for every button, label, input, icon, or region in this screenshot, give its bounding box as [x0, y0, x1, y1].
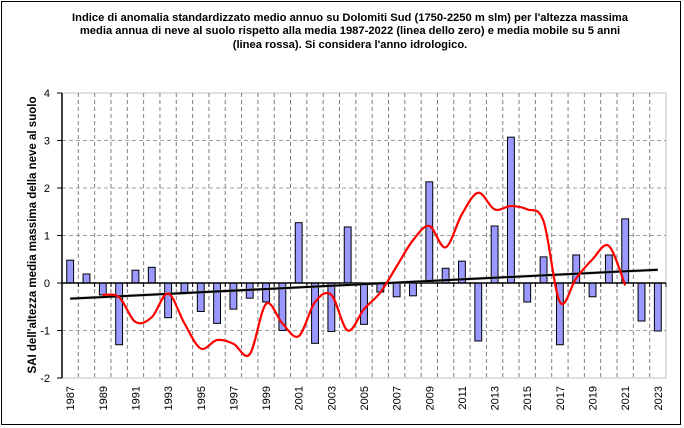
- bar-2002: [311, 282, 319, 344]
- x-tick-label-1993: 1993: [163, 386, 175, 410]
- bar-2004: [343, 226, 352, 284]
- bar-2009: [425, 181, 434, 284]
- x-tick-label-2011: 2011: [457, 386, 469, 410]
- title-line-1: Indice di anomalia standardizzato medio …: [72, 12, 628, 24]
- bar-1994: [180, 282, 189, 293]
- bar-1988: [82, 273, 91, 284]
- bar-2014: [506, 136, 515, 284]
- x-tick-label-2001: 2001: [294, 386, 306, 410]
- x-tick-label-1999: 1999: [261, 386, 273, 410]
- y-tick-label: 1: [44, 231, 50, 243]
- moving-average-line: [102, 191, 627, 357]
- bar-2019: [588, 282, 597, 298]
- x-tick-label-2019: 2019: [588, 386, 600, 410]
- bar-2007: [392, 282, 401, 298]
- x-tick-label-1989: 1989: [98, 386, 110, 410]
- x-tick-label-2013: 2013: [490, 386, 502, 410]
- y-tick-label: -2: [40, 373, 50, 385]
- bar-2015: [523, 282, 532, 303]
- bar-1991: [131, 269, 140, 284]
- x-tick-label-2015: 2015: [522, 386, 534, 410]
- bar-1992: [147, 266, 156, 284]
- bar-1996: [213, 282, 222, 324]
- x-tick-label-1995: 1995: [196, 386, 208, 410]
- bar-2003: [327, 282, 336, 332]
- y-tick-label: 4: [44, 88, 50, 100]
- x-tick-label-2007: 2007: [392, 386, 404, 410]
- x-tick-label-1987: 1987: [65, 386, 77, 410]
- x-tick-label-1997: 1997: [228, 386, 240, 410]
- bar-2001: [294, 222, 303, 284]
- y-tick-label: -1: [40, 326, 50, 338]
- bar-1989: [98, 282, 107, 296]
- y-tick-label: 2: [44, 183, 50, 195]
- x-tick-label-2021: 2021: [620, 386, 632, 410]
- x-tick-label-2017: 2017: [555, 386, 567, 410]
- bar-1987: [66, 259, 75, 284]
- bar-2021: [621, 218, 630, 284]
- title-line-3: (linea rossa). Si considera l'anno idrol…: [232, 38, 468, 51]
- x-tick-label-2009: 2009: [424, 386, 436, 410]
- bar-2020: [604, 254, 613, 284]
- x-tick-label-2003: 2003: [326, 386, 338, 410]
- chart-title: Indice di anomalia standardizzato medio …: [60, 12, 640, 52]
- y-tick-label: 0: [44, 278, 50, 290]
- x-tick-label-2005: 2005: [359, 386, 371, 410]
- bar-2012: [474, 282, 483, 342]
- bar-2016: [539, 256, 548, 284]
- bar-2023: [653, 282, 662, 332]
- bar-2008: [409, 282, 417, 297]
- bar-1993: [164, 282, 173, 319]
- bar-1997: [229, 282, 238, 310]
- y-tick-label: 3: [44, 136, 50, 148]
- bar-1995: [196, 282, 205, 312]
- bar-2013: [490, 225, 499, 284]
- bar-2022: [637, 282, 646, 322]
- bar-1999: [262, 282, 270, 303]
- x-tick-label-2023: 2023: [653, 386, 665, 410]
- bar-2005: [360, 282, 368, 325]
- bar-1990: [115, 282, 124, 346]
- title-line-2: media annua di neve al suolo rispetto al…: [79, 25, 621, 38]
- x-tick-label-1991: 1991: [130, 386, 142, 410]
